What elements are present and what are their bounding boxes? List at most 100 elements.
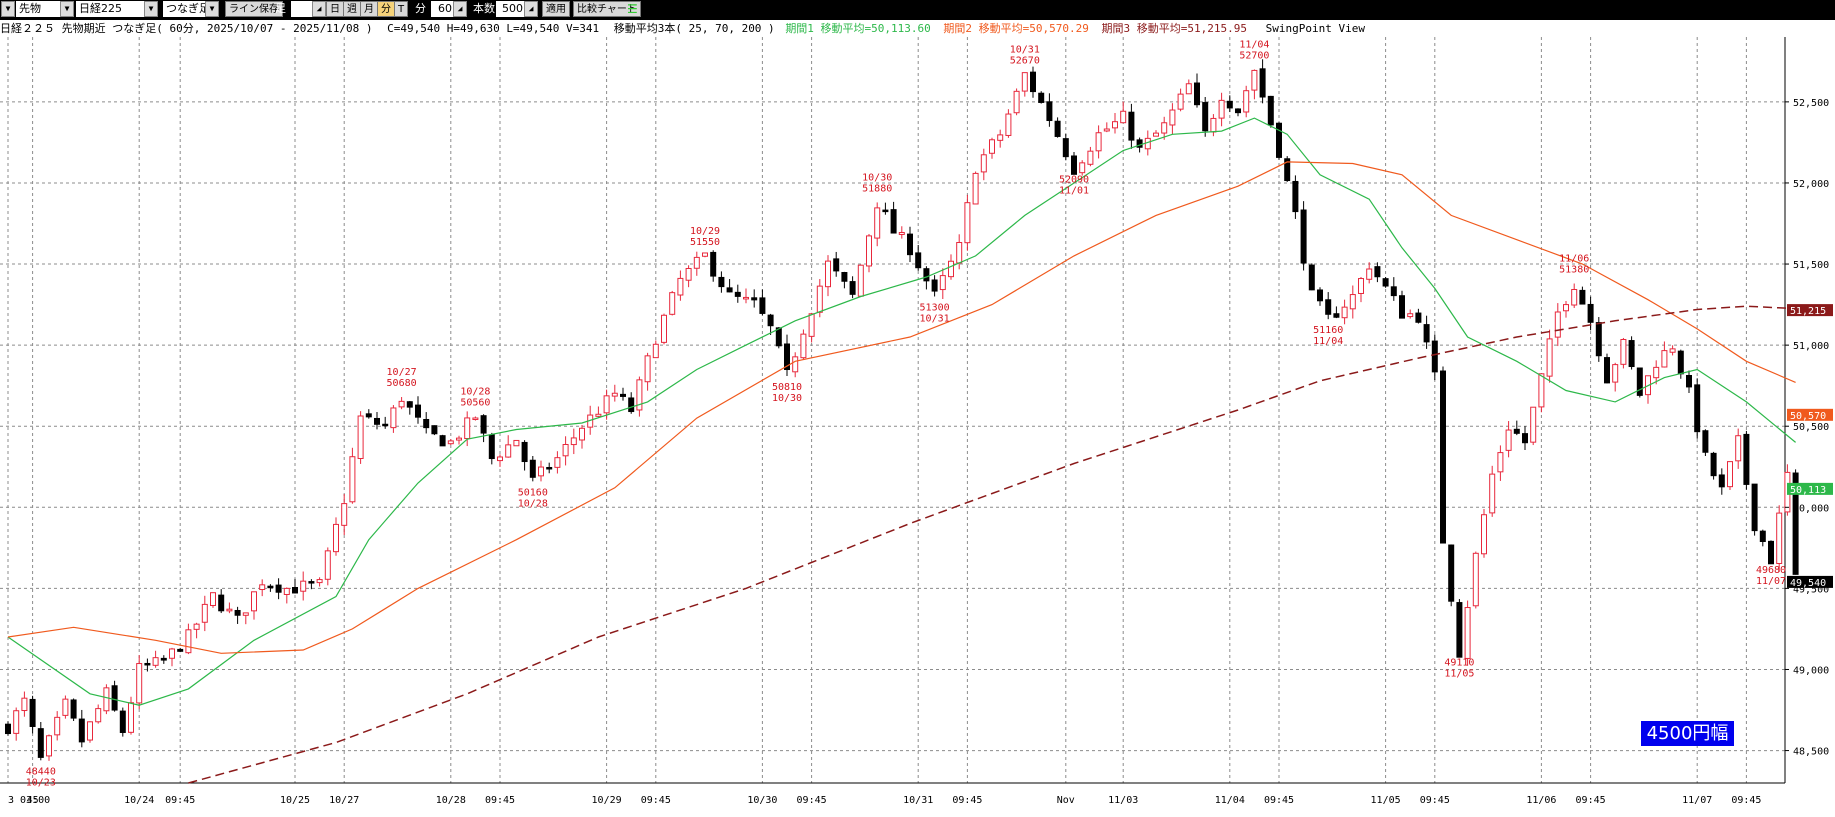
candle-body — [644, 355, 651, 383]
candle-body — [1276, 122, 1282, 158]
candle-body — [718, 276, 725, 288]
candle-body — [1308, 264, 1315, 291]
candle-body — [1358, 278, 1364, 294]
index-select[interactable]: 日経225 — [76, 1, 158, 17]
candle-body — [1071, 155, 1077, 175]
chart-title: 日経２２５ 先物期近 つなぎ足( 60分, 2025/10/07 - 2025/… — [0, 22, 373, 35]
candle-body — [1325, 299, 1332, 315]
candle-body — [513, 439, 520, 447]
swing-label: 11/06 — [1559, 254, 1589, 265]
period-button-week[interactable]: 週 — [343, 1, 361, 17]
swing-label: 50810 — [772, 382, 802, 393]
candle-body — [1505, 429, 1512, 451]
instrument-dropdown-arrow-icon[interactable]: ▼ — [1, 1, 15, 17]
swing-label: 49110 — [1444, 658, 1474, 669]
candle-body — [1030, 71, 1036, 93]
candle-body — [1202, 102, 1209, 132]
candle-body — [1046, 101, 1053, 122]
candle-body — [1415, 312, 1422, 323]
candle-body — [800, 333, 807, 359]
apply-button[interactable]: 適用 — [542, 1, 570, 17]
spinner-icon[interactable]: ◢ — [312, 1, 326, 17]
view-name: SwingPoint View — [1265, 22, 1365, 35]
spinner-icon[interactable]: ◢ — [524, 1, 538, 17]
candle-body — [907, 233, 913, 256]
period-button-month[interactable]: 月 — [360, 1, 378, 17]
candle-body — [915, 252, 922, 269]
chart-info-bar: 日経２２５ 先物期近 つなぎ足( 60分, 2025/10/07 - 2025/… — [0, 20, 1835, 37]
candle-body — [751, 297, 758, 301]
candle-body — [882, 209, 889, 213]
candle-body — [816, 285, 823, 313]
value-tag-label: 49,540 — [1790, 578, 1826, 589]
candle-body — [546, 466, 553, 470]
period-button-tick[interactable]: T — [394, 1, 409, 17]
chevron-down-icon[interactable]: ▼ — [205, 1, 219, 17]
candle-body — [1095, 132, 1102, 152]
candle-body — [382, 423, 389, 427]
candle-body — [1431, 340, 1438, 373]
x-tick-label: 09:45 — [952, 795, 982, 806]
instrument-select[interactable]: 先物 — [16, 1, 74, 17]
x-tick-label: 11/06 — [1526, 795, 1556, 806]
candle-body — [423, 418, 430, 429]
candle-body — [1694, 384, 1701, 433]
candle-body — [103, 687, 110, 712]
minute-input[interactable]: 60 — [431, 1, 455, 17]
candle-body — [1686, 374, 1692, 388]
candle-body — [472, 417, 479, 420]
swing-label: 48440 — [26, 766, 56, 777]
value-tag — [1787, 482, 1833, 495]
swing-label: 11/01 — [1059, 185, 1089, 196]
candle-body — [841, 272, 848, 282]
foot-input[interactable] — [291, 1, 317, 17]
candle-body — [1054, 120, 1061, 137]
candle-body — [1489, 473, 1496, 514]
chevron-down-icon[interactable]: ▼ — [60, 1, 74, 17]
candle-body — [447, 440, 454, 445]
candle-body — [431, 425, 438, 435]
candle-body — [1218, 99, 1225, 119]
save-line-button[interactable]: ライン保存 — [225, 1, 283, 17]
candle-body — [1768, 540, 1774, 565]
candle-body — [898, 232, 905, 235]
minute-label: 分 — [415, 2, 426, 15]
candle-body — [620, 393, 626, 397]
bars-input[interactable]: 500 — [496, 1, 526, 17]
candle-body — [242, 612, 249, 616]
swing-label: 50680 — [387, 378, 417, 389]
compare-chart-button[interactable]: 比較チャート — [573, 1, 641, 17]
candle-body — [505, 444, 512, 458]
candle-body — [1005, 113, 1012, 136]
period-button-minute[interactable]: 分 — [377, 1, 395, 17]
settings-lines-icon[interactable]: ☰ — [627, 2, 638, 16]
candle-body — [480, 415, 487, 434]
candle-body — [579, 427, 585, 441]
period-button-day[interactable]: 日 — [326, 1, 344, 17]
candlestick-chart[interactable]: 4844010/2310/275068010/28505605016010/28… — [0, 37, 1835, 817]
candle-body — [415, 404, 421, 418]
swing-label: 10/27 — [387, 367, 417, 378]
x-tick-label: 09:45 — [1731, 795, 1761, 806]
spinner-icon[interactable]: ◢ — [453, 1, 467, 17]
candle-body — [87, 721, 93, 741]
candle-body — [1333, 313, 1340, 318]
value-tag — [1787, 304, 1833, 317]
candle-body — [1653, 366, 1660, 379]
swing-label: 10/28 — [460, 386, 490, 397]
y-tick-label: 52,000 — [1793, 179, 1829, 190]
candle-body — [234, 609, 241, 616]
candle-body — [1727, 461, 1733, 488]
ma-line-3 — [188, 305, 1796, 784]
swing-label: 51380 — [1559, 265, 1589, 276]
candle-body — [1792, 472, 1799, 575]
candle-body — [456, 437, 462, 441]
candle-body — [275, 584, 282, 593]
chevron-down-icon[interactable]: ▼ — [144, 1, 158, 17]
candle-body — [1349, 294, 1356, 310]
candle-body — [119, 710, 126, 733]
candle-body — [218, 594, 225, 612]
candle-body — [1382, 278, 1389, 287]
candle-body — [177, 648, 184, 652]
swing-label: 51880 — [862, 183, 892, 194]
